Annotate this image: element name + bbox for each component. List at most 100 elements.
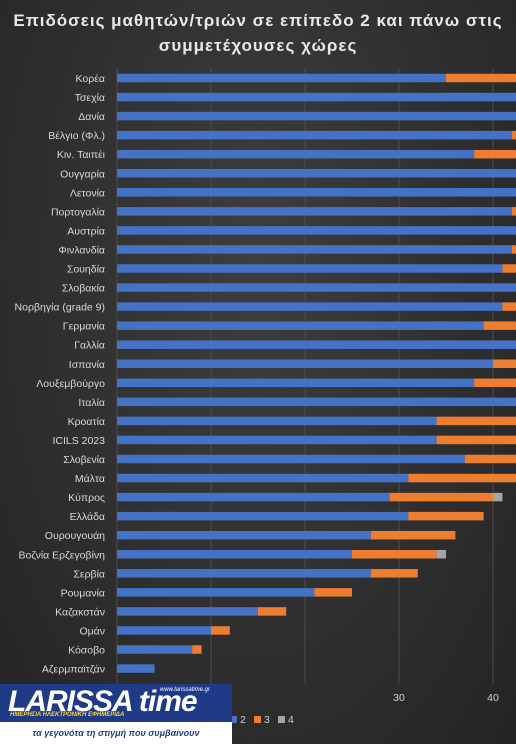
category-label: Κιν. Ταιπέι xyxy=(57,149,106,161)
bar-segment-series-2 xyxy=(117,454,465,464)
category-label: Ιταλία xyxy=(78,397,105,409)
bar-segment-series-2 xyxy=(117,626,211,635)
category-label: Σερβία xyxy=(73,568,105,580)
bar-segment-series-2 xyxy=(117,397,516,407)
category-label: Βέλγιο (Φλ.) xyxy=(48,130,105,142)
category-label: Νορβηγία (grade 9) xyxy=(15,302,105,314)
category-label: Ελλάδα xyxy=(70,511,105,523)
bar-segment-series-3 xyxy=(511,130,516,140)
category-label: Λετονία xyxy=(70,187,105,199)
bar-segment-series-2 xyxy=(117,169,516,178)
x-tick-label: 30 xyxy=(393,692,405,704)
bar-segment-series-3 xyxy=(474,149,516,159)
legend-swatch-series-3 xyxy=(254,716,261,723)
legend-swatch-series-4 xyxy=(278,716,285,723)
bar-segment-series-2 xyxy=(117,550,352,559)
bar-segment-series-3 xyxy=(464,454,516,464)
category-label: Αζερμπαϊτζάν xyxy=(42,664,105,676)
bar-segment-series-2 xyxy=(117,283,516,292)
bar-segment-series-2 xyxy=(117,607,258,616)
bar-segment-series-3 xyxy=(511,207,516,216)
bars-group xyxy=(117,73,516,673)
bar-segment-series-3 xyxy=(211,626,230,635)
category-label: Ρουμανία xyxy=(61,587,105,599)
bar-segment-series-2 xyxy=(117,359,493,368)
x-tick-labels: 304050607080 xyxy=(393,692,499,704)
logo-subtitle: ΗΜΕΡΗΣΙΑ ΗΛΕΚΤΡΟΝΙΚΗ ΕΦΗΜΕΡΙΔΑ xyxy=(10,712,125,718)
category-label: Φινλανδία xyxy=(58,244,105,256)
bar-segment-series-2 xyxy=(117,130,512,140)
x-tick-label: 40 xyxy=(487,692,499,704)
category-label: Ισπανία xyxy=(69,359,105,371)
logo-slogan: τα γεγονότα τη στιγμή που συμβαίνουν xyxy=(32,728,200,738)
bar-segment-series-3 xyxy=(408,473,516,483)
legend-swatch-series-2 xyxy=(230,716,237,723)
bar-segment-series-3 xyxy=(352,550,437,559)
legend-label-series-3: 3 xyxy=(264,714,270,726)
bar-segment-series-3 xyxy=(389,492,493,502)
bar-segment-series-2 xyxy=(117,473,409,483)
category-label: Κόσοβο xyxy=(68,645,105,657)
chart-title: Επιδόσεις μαθητών/τριών σε επίπεδο 2 και… xyxy=(13,11,503,55)
bar-segment-series-3 xyxy=(511,245,516,254)
bar-segment-series-4 xyxy=(493,492,503,502)
bar-segment-series-2 xyxy=(117,511,409,521)
bar-segment-series-2 xyxy=(117,435,437,445)
bar-segment-series-2 xyxy=(117,340,516,349)
category-label: Αυστρία xyxy=(67,225,105,237)
category-label: Σουηδία xyxy=(67,264,105,276)
bar-segment-series-2 xyxy=(117,530,371,540)
bar-segment-series-3 xyxy=(192,645,202,654)
bar-segment-series-2 xyxy=(117,588,315,597)
bar-segment-series-2 xyxy=(117,645,193,654)
legend-label-series-4: 4 xyxy=(288,714,294,726)
bar-segment-series-3 xyxy=(502,264,516,273)
bar-segment-series-2 xyxy=(117,149,475,159)
category-label: ICILS 2023 xyxy=(52,435,105,447)
category-label: Ομάν xyxy=(79,625,105,637)
bar-segment-series-2 xyxy=(117,302,503,311)
bar-segment-series-2 xyxy=(117,245,512,254)
bar-segment-series-3 xyxy=(474,378,516,388)
bar-segment-series-2 xyxy=(117,416,437,426)
bar-segment-series-2 xyxy=(117,111,516,121)
bar-segment-series-2 xyxy=(117,188,516,197)
bar-segment-series-2 xyxy=(117,321,484,330)
category-label: Γερμανία xyxy=(63,321,105,333)
legend-label-series-2: 2 xyxy=(240,714,246,726)
category-label: Λουξεμβούργο xyxy=(36,378,105,390)
bar-segment-series-4 xyxy=(436,550,446,559)
category-label: Κορέα xyxy=(76,73,105,85)
category-label: Τσεχία xyxy=(75,92,105,104)
category-label: Μάλτα xyxy=(75,473,105,485)
bar-segment-series-3 xyxy=(446,73,516,83)
bar-segment-series-3 xyxy=(370,569,418,578)
category-label: Γαλλία xyxy=(74,340,105,352)
bar-segment-series-3 xyxy=(502,302,516,311)
category-label: Κροατία xyxy=(68,416,105,428)
category-label: Σλοβενία xyxy=(63,454,105,466)
bar-segment-series-3 xyxy=(436,435,516,445)
bar-segment-series-2 xyxy=(117,264,503,273)
logo-site: www.larissatime.gr xyxy=(160,687,211,693)
category-label: Κύπρος xyxy=(68,492,105,504)
bar-segment-series-2 xyxy=(117,492,390,502)
bar-segment-series-2 xyxy=(117,207,512,216)
bar-segment-series-3 xyxy=(258,607,287,616)
category-label: Πορτογαλία xyxy=(51,206,105,218)
legend: 2 3 4 xyxy=(230,714,294,726)
bar-segment-series-3 xyxy=(483,321,516,330)
larissatime-logo: LARISSA time ΗΜΕΡΗΣΙΑ ΗΛΕΚΤΡΟΝΙΚΗ ΕΦΗΜΕΡ… xyxy=(0,684,232,744)
category-labels: Κορέα Τσεχία Δανία Βέλγιο (Φλ.) Κιν. Ταιπέι Ο… xyxy=(15,73,106,676)
bar-segment-series-3 xyxy=(436,416,516,426)
bar-segment-series-2 xyxy=(117,92,516,102)
category-label: Δανία xyxy=(78,111,105,123)
bar-segment-series-2 xyxy=(117,226,516,235)
bar-segment-series-3 xyxy=(493,359,516,368)
bar-segment-series-3 xyxy=(370,530,456,540)
bar-segment-series-3 xyxy=(314,588,352,597)
bar-segment-series-2 xyxy=(117,569,371,578)
category-label: Ουγγαρία xyxy=(60,168,105,180)
category-label: Καζακστάν xyxy=(55,606,105,618)
